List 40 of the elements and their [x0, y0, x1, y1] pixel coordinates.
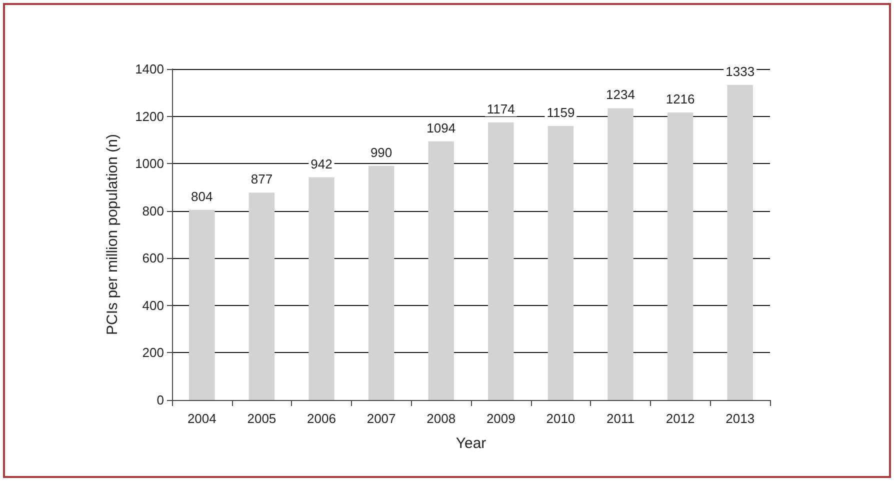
- x-tick-label: 2009: [486, 411, 516, 426]
- data-label: 942: [310, 156, 332, 172]
- bar: [368, 166, 394, 400]
- bar: [488, 122, 514, 400]
- bar: [608, 108, 634, 400]
- x-tick-label: 2013: [726, 411, 755, 426]
- bar: [667, 112, 694, 400]
- y-tick-label: 400: [142, 298, 164, 313]
- data-label: 1094: [426, 120, 456, 136]
- y-tick-label: 800: [142, 203, 164, 218]
- y-tick-label: 0: [156, 392, 164, 408]
- x-tick-label: 2011: [606, 411, 634, 426]
- data-label: 1234: [606, 87, 635, 102]
- bar: [428, 141, 454, 400]
- x-axis-title: Year: [456, 435, 486, 452]
- bar: [189, 210, 215, 400]
- y-tick-label: 1000: [135, 156, 164, 172]
- y-tick-label: 600: [142, 250, 164, 266]
- data-label: 990: [370, 144, 392, 160]
- data-label: 877: [250, 172, 273, 187]
- data-label: 1216: [666, 92, 695, 107]
- y-tick-label: 1200: [135, 108, 164, 124]
- x-tick-label: 2007: [366, 411, 396, 426]
- bar: [308, 177, 334, 400]
- data-label: 1174: [486, 101, 515, 116]
- data-label: 804: [191, 188, 213, 204]
- x-tick-label: 2006: [307, 411, 336, 426]
- x-tick-label: 2012: [666, 411, 695, 426]
- bar: [248, 192, 275, 400]
- x-tick-label: 2010: [546, 411, 576, 426]
- x-tick-label: 2008: [426, 411, 456, 426]
- bar: [727, 84, 753, 400]
- x-tick-label: 2005: [247, 411, 276, 426]
- data-label: 1159: [546, 104, 575, 120]
- y-tick-label: 1400: [135, 62, 164, 76]
- y-tick-label: 200: [142, 345, 164, 360]
- y-axis-title: PCIs per million population (n): [104, 134, 121, 335]
- x-tick-label: 2004: [187, 411, 216, 426]
- bar: [548, 126, 574, 400]
- data-label: 1333: [726, 64, 755, 79]
